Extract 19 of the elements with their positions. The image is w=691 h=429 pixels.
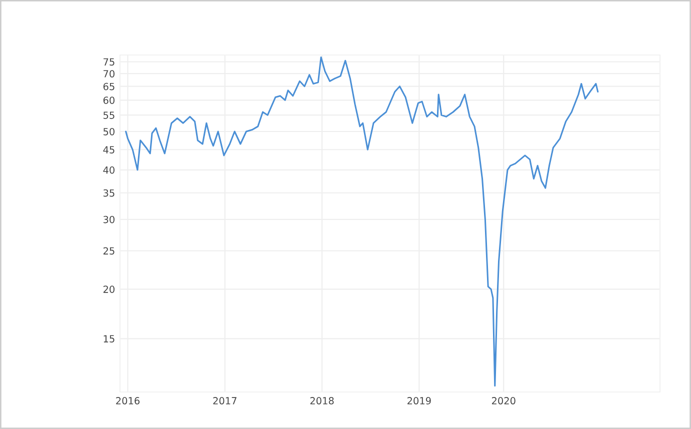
y-tick-label: 40 xyxy=(103,166,114,174)
y-tick-label: 55 xyxy=(104,112,114,119)
y-tick-label: 30 xyxy=(104,216,114,224)
y-tick-label: 65 xyxy=(103,82,114,90)
y-tick-label: 25 xyxy=(103,247,114,255)
y-tick-label: 15 xyxy=(104,335,114,342)
y-tick-label: 50 xyxy=(104,128,114,136)
y-tick-label: 70 xyxy=(104,70,114,78)
y-tick-label: 75 xyxy=(104,58,114,66)
x-tick-label: 2018 xyxy=(310,397,334,404)
x-tick-label: 2020 xyxy=(492,397,516,404)
x-tick-label: 2019 xyxy=(407,397,431,404)
x-tick-label: 2017 xyxy=(213,397,236,404)
line-series xyxy=(125,56,599,387)
y-tick-label: 60 xyxy=(103,96,114,104)
y-tick-label: 35 xyxy=(104,189,114,197)
y-tick-label: 20 xyxy=(103,286,114,293)
y-tick-label: 45 xyxy=(103,146,114,154)
x-tick-label: 2016 xyxy=(116,397,140,404)
